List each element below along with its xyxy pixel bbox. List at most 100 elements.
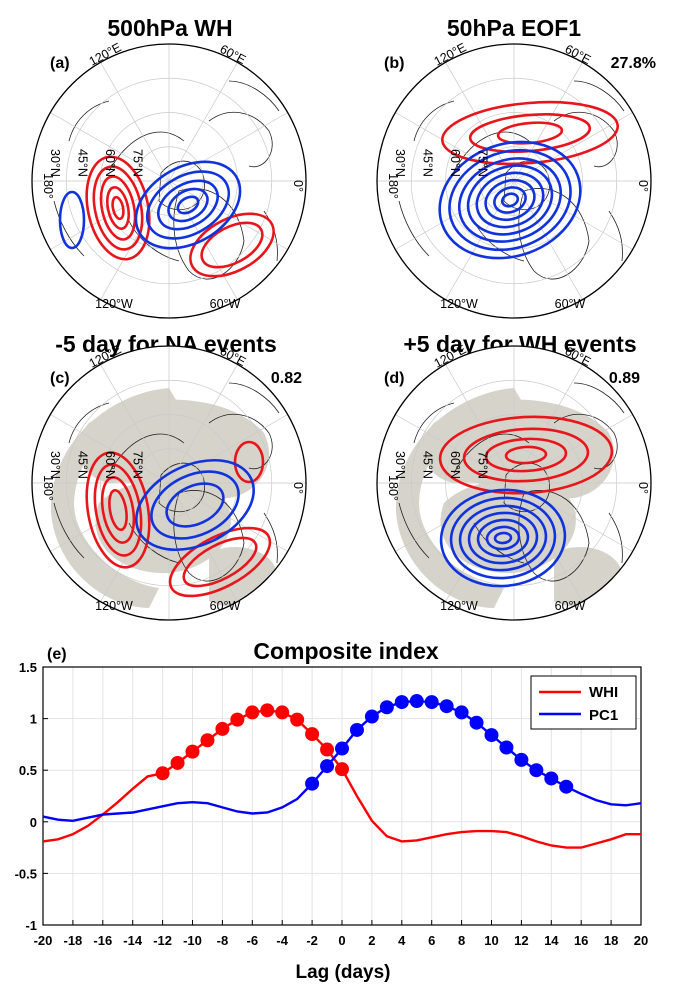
map-boundary (31, 43, 307, 319)
longitude-label: 60°W (210, 599, 241, 613)
latitude-label: 75°N (475, 149, 489, 177)
data-point-whi (290, 712, 305, 727)
y-tick-label: 0 (30, 815, 37, 830)
x-tick-label: 20 (634, 933, 648, 948)
data-point-whi (335, 762, 349, 777)
coastline (453, 131, 530, 172)
latitude-label: 45°N (76, 149, 90, 177)
latitude-label: 75°N (130, 149, 144, 177)
coastline (553, 112, 618, 168)
x-tick-label: -20 (34, 933, 53, 948)
meridian (50, 112, 170, 182)
latitude-label: 60°N (448, 451, 462, 479)
coastline (228, 80, 280, 112)
longitude-label: 0° (636, 180, 650, 192)
positive-contour (189, 212, 275, 278)
coastline (53, 502, 85, 559)
data-point-whi (185, 744, 200, 759)
positive-contour (440, 100, 620, 166)
longitude-label: 0° (636, 482, 650, 494)
latitude-label: 30°N (48, 149, 62, 177)
coastline (453, 433, 530, 474)
longitude-label: 120°W (440, 297, 478, 311)
y-tick-label: 1.5 (19, 660, 37, 675)
y-tick-label: 1 (30, 712, 37, 727)
positive-contour (111, 195, 125, 221)
data-point-pc1 (544, 771, 559, 786)
data-point-whi (215, 721, 230, 736)
panel-d-value: 0.89 (609, 370, 640, 387)
map-boundary (31, 345, 307, 621)
legend-label-whi: WHI (589, 684, 618, 701)
positive-contour (182, 536, 258, 588)
positive-contour (100, 476, 136, 544)
meridian (168, 112, 288, 182)
meridian (168, 364, 238, 484)
latitude-label: 75°N (475, 451, 489, 479)
coastline (228, 382, 280, 414)
x-tick-label: 2 (368, 933, 375, 948)
coastline (413, 402, 455, 444)
data-point-whi (170, 755, 185, 770)
negative-contour (135, 458, 255, 552)
longitude-label: 0° (291, 180, 305, 192)
coastline (158, 462, 205, 512)
data-point-whi (275, 705, 290, 720)
negative-contour (458, 504, 548, 572)
coastline (573, 80, 625, 112)
meridian (168, 180, 288, 250)
x-tick-label: -2 (306, 933, 318, 948)
negative-contour (449, 496, 557, 580)
data-point-whi (155, 766, 170, 781)
negative-contour (493, 186, 527, 214)
longitude-label: 60°W (210, 297, 241, 311)
meridian (50, 482, 170, 552)
data-point-whi (230, 712, 245, 727)
negative-contour (466, 164, 554, 236)
negative-contour (157, 179, 219, 231)
x-tick-label: 0 (338, 933, 345, 948)
positive-contour (233, 440, 265, 484)
coastline (108, 131, 185, 172)
y-tick-label: 0.5 (19, 763, 37, 778)
data-point-pc1 (349, 722, 364, 737)
negative-contour (145, 170, 231, 240)
meridian (100, 180, 170, 300)
coastline (108, 433, 185, 474)
meridian (168, 414, 288, 484)
x-tick-label: -16 (93, 933, 112, 948)
data-point-pc1 (484, 728, 499, 743)
x-tick-label: 16 (574, 933, 588, 948)
meridian (395, 180, 515, 250)
meridian (50, 414, 170, 484)
map-boundary (376, 345, 652, 621)
positive-contour (108, 488, 128, 532)
positive-contour (99, 175, 137, 241)
data-point-whi (200, 733, 215, 748)
positive-contour (168, 526, 272, 598)
map-boundary (376, 43, 652, 319)
latitude-label: 30°N (48, 451, 62, 479)
panel-e-label: (e) (47, 646, 67, 663)
data-point-pc1 (424, 695, 439, 710)
panel-a-title: 500hPa WH (107, 15, 232, 41)
coastline (208, 112, 273, 168)
coastline (398, 200, 430, 257)
data-point-pc1 (409, 694, 424, 709)
longitude-label: 120°W (95, 297, 133, 311)
data-point-pc1 (529, 763, 544, 778)
data-point-whi (260, 703, 275, 718)
latitude-label: 45°N (421, 149, 435, 177)
negative-contour (165, 482, 225, 528)
longitude-label: 0° (291, 482, 305, 494)
negative-contour (439, 488, 567, 588)
coastline (518, 188, 590, 280)
meridian (395, 482, 515, 552)
meridian (395, 414, 515, 484)
data-point-pc1 (394, 695, 409, 710)
data-point-pc1 (335, 741, 349, 756)
legend: WHI PC1 (530, 675, 637, 730)
x-tick-label: -10 (183, 933, 202, 948)
